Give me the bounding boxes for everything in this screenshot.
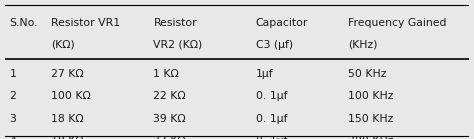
Text: S.No.: S.No. (9, 18, 38, 28)
Text: 3: 3 (9, 114, 16, 124)
Text: 1: 1 (9, 69, 16, 79)
Text: 100 KHz: 100 KHz (348, 91, 394, 101)
Text: 39 KΩ: 39 KΩ (154, 114, 186, 124)
Text: 4: 4 (9, 136, 16, 139)
Text: 0. 1μf: 0. 1μf (255, 114, 287, 124)
Text: 50 KHz: 50 KHz (348, 69, 387, 79)
Text: 1μf: 1μf (255, 69, 273, 79)
Text: Capacitor: Capacitor (255, 18, 308, 28)
Text: VR2 (KΩ): VR2 (KΩ) (154, 40, 203, 50)
Text: 2: 2 (9, 91, 16, 101)
Text: 0. 1μf: 0. 1μf (255, 136, 287, 139)
Text: 27 KΩ: 27 KΩ (51, 69, 84, 79)
Text: (KΩ): (KΩ) (51, 40, 75, 50)
Text: 150 KHz: 150 KHz (348, 114, 394, 124)
Text: Resistor VR1: Resistor VR1 (51, 18, 120, 28)
Text: 200 KHz: 200 KHz (348, 136, 394, 139)
Text: 100 KΩ: 100 KΩ (51, 91, 91, 101)
Text: (KHz): (KHz) (348, 40, 378, 50)
Text: 18 KΩ: 18 KΩ (51, 114, 84, 124)
Text: C3 (μf): C3 (μf) (255, 40, 293, 50)
Text: Frequency Gained: Frequency Gained (348, 18, 447, 28)
Text: 0. 1μf: 0. 1μf (255, 91, 287, 101)
Text: 1 KΩ: 1 KΩ (154, 69, 179, 79)
Text: 22 KΩ: 22 KΩ (154, 91, 186, 101)
Text: 18 KΩ: 18 KΩ (51, 136, 84, 139)
Text: 27 KΩ: 27 KΩ (154, 136, 186, 139)
Text: Resistor: Resistor (154, 18, 197, 28)
